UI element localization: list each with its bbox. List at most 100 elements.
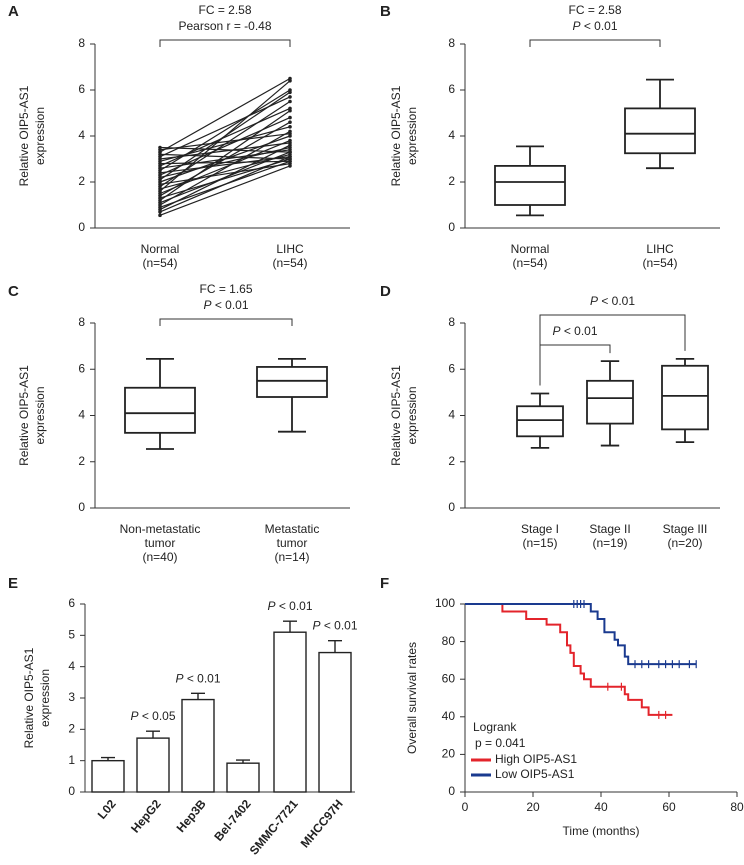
- y-tick-label: 5: [68, 628, 75, 642]
- error-bar: [283, 620, 297, 633]
- significance-bracket: [529, 39, 661, 47]
- bracket-label: Pearson r = -0.48: [178, 19, 271, 33]
- bar-label: P < 0.01: [312, 619, 357, 633]
- y-axis-label: Relative OIP5-AS1: [17, 85, 31, 186]
- pair-line: [159, 153, 291, 160]
- bracket-label: P < 0.01: [552, 324, 597, 338]
- bar: [136, 737, 170, 793]
- point: [288, 141, 292, 145]
- x-tick-label: 20: [526, 800, 540, 814]
- point: [158, 213, 162, 218]
- legend-label: High OIP5-AS1: [495, 752, 577, 766]
- error-bar: [101, 756, 115, 761]
- point: [288, 115, 292, 120]
- x-tick-label: Normal: [141, 242, 180, 256]
- point: [288, 157, 292, 161]
- y-tick-label: 6: [78, 361, 85, 375]
- y-tick-label: 4: [78, 408, 85, 422]
- y-tick-label: 2: [68, 722, 75, 736]
- x-tick-label: Hep3B: [174, 797, 209, 835]
- y-tick-label: 6: [68, 596, 75, 610]
- x-tick-label: Stage II: [589, 522, 630, 536]
- box: [586, 379, 634, 425]
- y-axis-label: expression: [33, 107, 47, 165]
- pair-line: [159, 156, 291, 174]
- y-tick-label: 8: [448, 315, 455, 329]
- x-tick-label: (n=40): [142, 550, 177, 564]
- significance-bracket: [159, 39, 291, 47]
- x-tick-label: Stage I: [521, 522, 559, 536]
- pair-line: [159, 142, 291, 160]
- y-tick-label: 4: [68, 659, 75, 673]
- significance-bracket: [539, 314, 686, 386]
- panel-letter: A: [8, 3, 19, 20]
- bar-label: P < 0.05: [130, 709, 175, 723]
- y-tick-label: 6: [78, 82, 85, 96]
- panel-letter: B: [380, 3, 391, 20]
- box: [661, 364, 709, 431]
- x-tick-label: (n=15): [522, 536, 557, 550]
- y-axis-label: expression: [33, 386, 47, 444]
- y-tick-label: 2: [78, 174, 85, 188]
- y-axis-label: expression: [405, 107, 419, 165]
- x-tick-label: 60: [662, 800, 676, 814]
- panel-letter: D: [380, 283, 391, 300]
- y-axis-label: Relative OIP5-AS1: [22, 647, 36, 748]
- point: [288, 131, 292, 136]
- x-tick-label: (n=54): [142, 256, 177, 270]
- box: [494, 164, 566, 206]
- point: [288, 95, 292, 99]
- x-tick-label: SMMC-7721: [247, 797, 301, 858]
- box: [124, 386, 196, 434]
- y-tick-label: 1: [68, 753, 75, 767]
- y-tick-label: 8: [78, 36, 85, 50]
- pair-line: [159, 153, 291, 190]
- pair-line: [159, 89, 291, 172]
- bracket-label: P < 0.01: [203, 298, 248, 312]
- y-tick-label: 100: [435, 596, 455, 610]
- y-tick-label: 6: [448, 361, 455, 375]
- x-tick-label: LIHC: [646, 242, 674, 256]
- annotation: Logrank: [473, 720, 517, 734]
- bracket-label: FC = 1.65: [199, 282, 252, 296]
- bracket-label: P < 0.01: [590, 294, 635, 308]
- y-tick-label: 0: [68, 784, 75, 798]
- x-tick-label: (n=54): [512, 256, 547, 270]
- pair-line: [159, 110, 291, 201]
- y-tick-label: 80: [442, 634, 456, 648]
- error-bar: [146, 730, 160, 739]
- x-tick-label: Bel-7402: [211, 797, 254, 844]
- annotation: p = 0.041: [475, 736, 526, 750]
- pair-line: [159, 146, 291, 153]
- x-tick-label: Metastatic: [265, 522, 320, 536]
- y-axis-label: Relative OIP5-AS1: [389, 365, 403, 466]
- y-tick-label: 0: [448, 500, 455, 514]
- point: [288, 106, 292, 111]
- x-tick-label: (n=19): [592, 536, 627, 550]
- y-tick-label: 6: [448, 82, 455, 96]
- bracket-label: FC = 2.58: [198, 3, 251, 17]
- panel-letter: E: [8, 575, 18, 592]
- pair-line: [159, 77, 291, 153]
- pair-line: [159, 140, 291, 195]
- survival-curve: [465, 603, 673, 716]
- y-axis-label: Overall survival rates: [405, 642, 419, 754]
- bar: [318, 651, 352, 793]
- panel-letter: F: [380, 575, 389, 592]
- pair-line: [159, 160, 291, 208]
- y-tick-label: 60: [442, 671, 456, 685]
- point: [288, 150, 292, 154]
- y-tick-label: 8: [78, 315, 85, 329]
- y-tick-label: 4: [448, 408, 455, 422]
- x-tick-label: (n=14): [274, 550, 309, 564]
- point: [158, 145, 162, 150]
- significance-bracket: [159, 318, 293, 326]
- x-tick-label: (n=54): [642, 256, 677, 270]
- box: [256, 366, 328, 398]
- y-tick-label: 2: [448, 454, 455, 468]
- x-tick-label: 80: [730, 800, 744, 814]
- x-tick-label: L02: [95, 797, 119, 822]
- bar: [91, 759, 125, 793]
- bracket-label: P < 0.01: [572, 19, 617, 33]
